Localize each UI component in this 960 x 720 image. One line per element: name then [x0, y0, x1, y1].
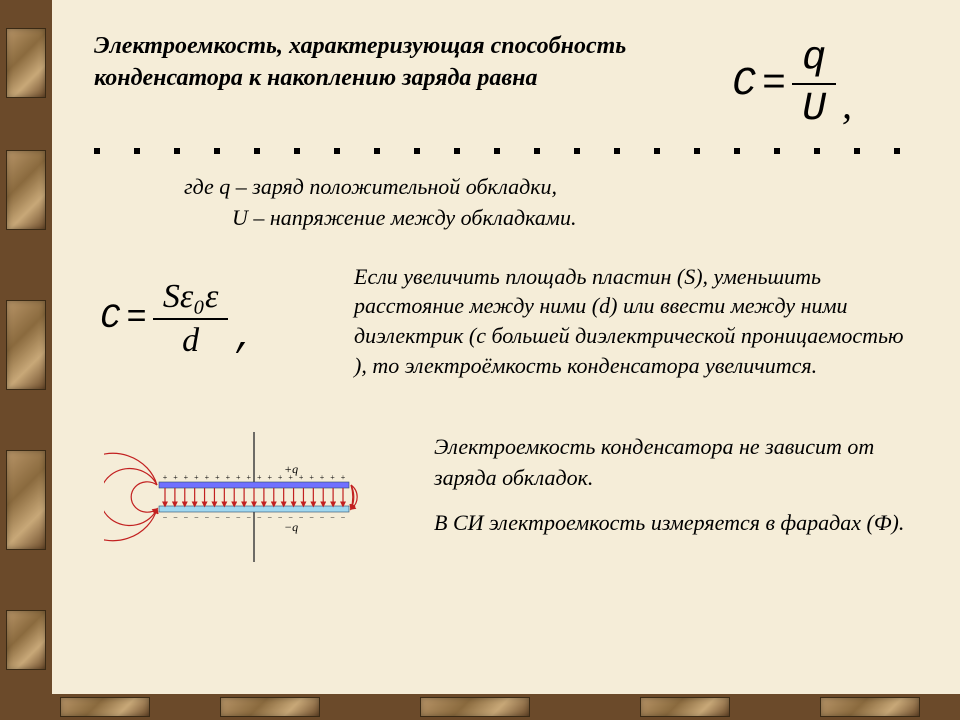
slide-paper: Электроемкость, характеризующая способно… [52, 0, 960, 694]
svg-text:−: − [267, 513, 272, 522]
svg-text:−: − [215, 513, 220, 522]
map-fragment [60, 697, 150, 717]
def-u: U – напряжение между обкладками. [232, 203, 912, 234]
map-fragment [6, 610, 46, 670]
svg-text:+: + [320, 473, 325, 482]
map-fragment [6, 450, 46, 550]
svg-text:−: − [341, 513, 346, 522]
svg-text:+: + [173, 473, 178, 482]
formula-lhs: C [732, 62, 756, 107]
def-q: где q – заряд положительной обкладки, [184, 172, 912, 203]
svg-text:+: + [299, 473, 304, 482]
formula-trailing: , [234, 320, 254, 362]
svg-text:−: − [309, 513, 314, 522]
svg-text:+: + [278, 473, 283, 482]
paragraph-dependence: Если увеличить площадь пластин (S), умен… [354, 262, 912, 381]
formula-capacitance-planar: C = Sε₀ε d , [94, 262, 334, 362]
svg-text:−: − [226, 513, 231, 522]
formula-fraction: q U [792, 34, 836, 134]
map-fragment [6, 28, 46, 98]
paragraph-independence: Электроемкость конденсатора не зависит о… [434, 432, 912, 538]
svg-text:+: + [257, 473, 262, 482]
svg-text:+: + [226, 473, 231, 482]
svg-text:+: + [194, 473, 199, 482]
svg-text:+q: +q [284, 462, 298, 476]
map-fragment [6, 150, 46, 230]
svg-text:−q: −q [284, 520, 298, 534]
svg-text:+: + [205, 473, 210, 482]
svg-text:+: + [267, 473, 272, 482]
svg-text:+: + [236, 473, 241, 482]
svg-text:−: − [330, 513, 335, 522]
formula-denominator: U [792, 85, 836, 134]
formula-capacitance-basic: C = q U , [672, 30, 912, 134]
map-fragment [640, 697, 730, 717]
svg-text:−: − [247, 513, 252, 522]
capacitor-field-diagram: +−+−+−+−+−+−+−+−+−+−+−+−+−+−+−+−+−+−+q−q [104, 432, 404, 562]
map-fragment [420, 697, 530, 717]
svg-text:−: − [194, 513, 199, 522]
svg-text:−: − [278, 513, 283, 522]
formula-numerator: Sε₀ε [153, 276, 229, 318]
svg-text:+: + [184, 473, 189, 482]
svg-text:−: − [163, 513, 168, 522]
para3-p2: В СИ электроемкость измеряется в фарадах… [434, 508, 912, 539]
svg-text:−: − [184, 513, 189, 522]
svg-text:−: − [257, 513, 262, 522]
svg-text:−: − [299, 513, 304, 522]
svg-text:+: + [163, 473, 168, 482]
formula-eq: = [126, 300, 146, 338]
formula-eq: = [762, 62, 786, 107]
svg-text:+: + [309, 473, 314, 482]
formula-lhs: C [100, 300, 120, 338]
map-fragment [820, 697, 920, 717]
svg-text:+: + [247, 473, 252, 482]
slide-heading: Электроемкость, характеризующая способно… [94, 30, 652, 95]
para3-p1: Электроемкость конденсатора не зависит о… [434, 432, 912, 494]
svg-text:+: + [330, 473, 335, 482]
dashed-separator [94, 148, 912, 154]
svg-text:−: − [320, 513, 325, 522]
map-fragment [220, 697, 320, 717]
svg-text:+: + [341, 473, 346, 482]
svg-text:−: − [236, 513, 241, 522]
map-fragment [6, 300, 46, 390]
svg-text:−: − [173, 513, 178, 522]
svg-text:−: − [205, 513, 210, 522]
formula-fraction: Sε₀ε d [153, 276, 229, 362]
svg-text:+: + [215, 473, 220, 482]
formula-numerator: q [792, 34, 836, 83]
variable-definitions: где q – заряд положительной обкладки, U … [184, 172, 912, 234]
formula-trailing: , [842, 81, 852, 134]
formula-denominator: d [172, 320, 209, 362]
